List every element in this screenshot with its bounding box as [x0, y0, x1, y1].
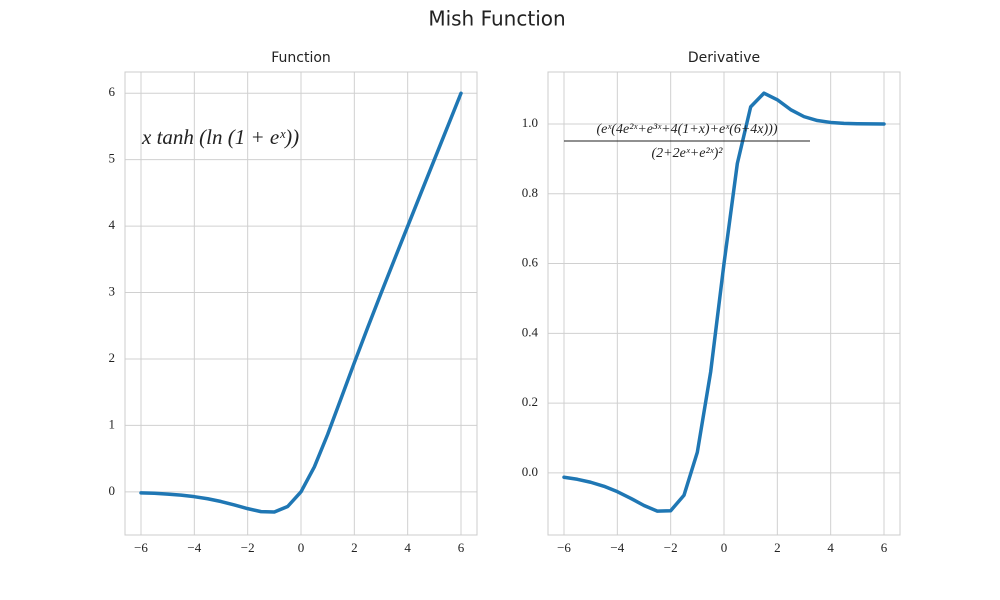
y-tick-label: 1.0: [522, 115, 538, 130]
x-tick-label: 6: [881, 540, 888, 555]
y-tick-label: 0.2: [522, 394, 538, 409]
line: [139, 91, 463, 514]
x-tick-label: −4: [187, 540, 201, 555]
y-tick-label: 0.0: [522, 464, 538, 479]
y-tick-label: 5: [109, 151, 116, 166]
axes-frame: [124, 71, 478, 536]
y-tick-label: 0.6: [522, 255, 539, 270]
y-tick-label: 6: [109, 84, 116, 99]
x-tick-label: 2: [351, 540, 358, 555]
line: [562, 91, 886, 513]
annotation: x tanh (ln (1 + eˣ)): [141, 125, 299, 149]
axes-title: Derivative: [688, 50, 760, 66]
axes-title: Function: [271, 50, 331, 66]
x-tick-label: −4: [610, 540, 624, 555]
x-tick-label: 6: [458, 540, 465, 555]
axes-frame: [547, 71, 901, 536]
x-tick-label: 4: [827, 540, 834, 555]
x-tick-label: 2: [774, 540, 781, 555]
x-tick-label: 4: [404, 540, 411, 555]
y-tick-label: 0: [109, 483, 116, 498]
y-tick-label: 3: [109, 284, 116, 299]
x-tick-label: 0: [721, 540, 728, 555]
annotation-numerator: (eˣ(4e²ˣ+e³ˣ+4(1+x)+eˣ(6+4x))): [596, 122, 777, 137]
annotation-denominator: (2+2eˣ+e²ˣ)²: [652, 146, 724, 161]
x-tick-label: −2: [664, 540, 678, 555]
x-tick-label: −2: [241, 540, 255, 555]
y-tick-label: 1: [109, 416, 116, 431]
y-tick-label: 0.4: [522, 324, 539, 339]
y-tick-label: 2: [109, 350, 116, 365]
x-tick-label: −6: [557, 540, 571, 555]
y-tick-label: 0.8: [522, 185, 538, 200]
x-tick-label: 0: [298, 540, 305, 555]
y-tick-label: 4: [109, 217, 116, 232]
x-tick-label: −6: [134, 540, 148, 555]
figure-title: Mish Function: [428, 7, 565, 31]
